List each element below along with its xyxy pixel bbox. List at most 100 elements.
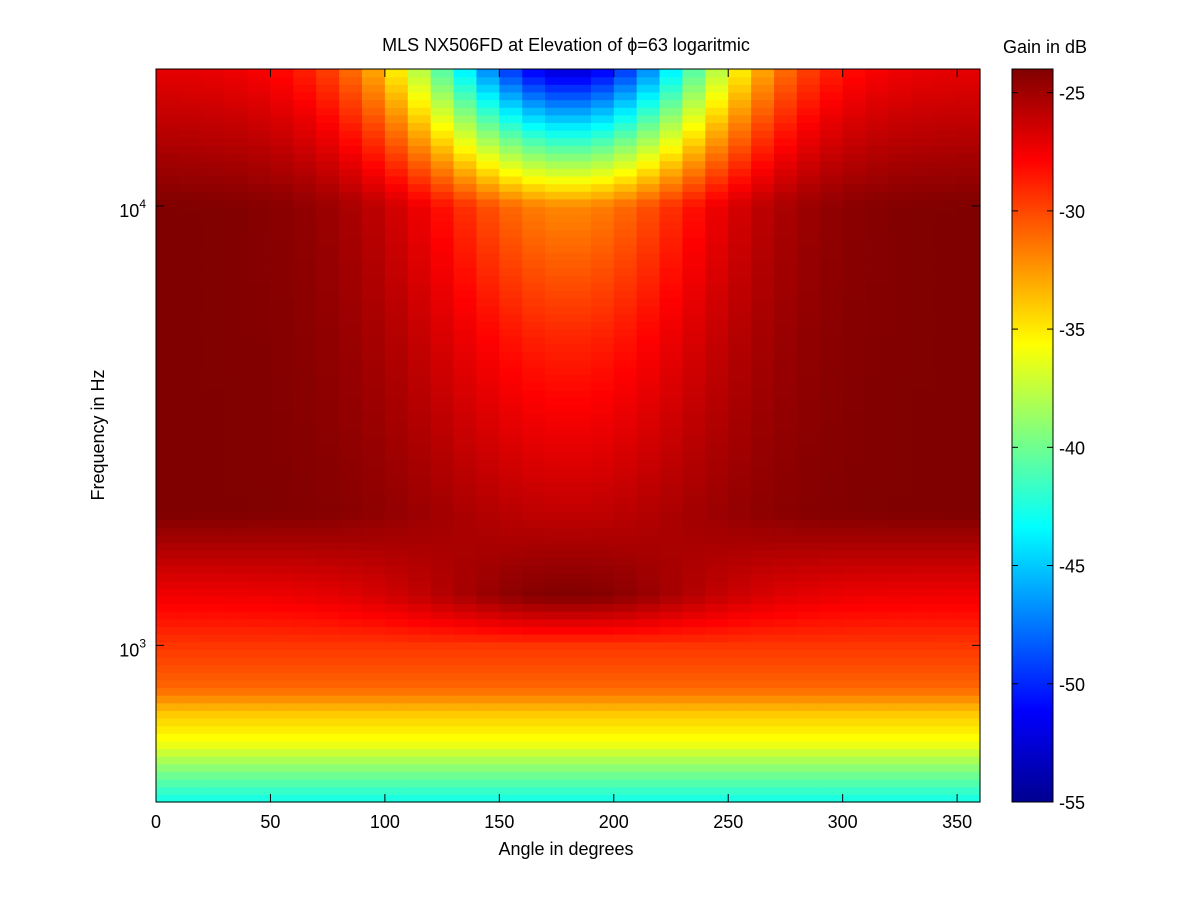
heatmap-cell: [568, 542, 592, 551]
heatmap-cell: [499, 466, 523, 475]
heatmap-cell: [522, 336, 546, 345]
heatmap-cell: [911, 374, 935, 383]
heatmap-cell: [293, 229, 317, 238]
heatmap-cell: [453, 527, 478, 536]
heatmap-cell: [682, 320, 706, 330]
heatmap-cell: [774, 679, 798, 689]
heatmap-cell: [407, 290, 432, 299]
heatmap-cell: [796, 336, 821, 345]
heatmap-cell: [636, 672, 661, 681]
heatmap-cell: [156, 404, 180, 414]
heatmap-cell: [728, 733, 752, 742]
heatmap-cell: [384, 588, 409, 597]
heatmap-cell: [957, 175, 981, 185]
heatmap-cell: [819, 427, 844, 437]
heatmap-cell: [362, 725, 386, 734]
heatmap-cell: [705, 786, 729, 795]
heatmap-cell: [865, 236, 890, 246]
heatmap-cell: [362, 84, 386, 93]
heatmap-cell: [201, 91, 226, 101]
heatmap-cell: [659, 664, 684, 673]
heatmap-cell: [568, 687, 592, 696]
heatmap-cell: [957, 473, 981, 482]
heatmap-cell: [156, 595, 180, 605]
heatmap-cell: [705, 763, 729, 773]
heatmap-cell: [590, 634, 615, 643]
heatmap-cell: [934, 137, 958, 146]
heatmap-cell: [270, 206, 294, 215]
heatmap-cell: [590, 588, 615, 597]
heatmap-cell: [728, 611, 752, 620]
heatmap-cell: [796, 687, 821, 696]
heatmap-cell: [362, 427, 386, 437]
heatmap-cell: [201, 641, 226, 650]
heatmap-cell: [384, 672, 409, 681]
heatmap-cell: [522, 626, 546, 635]
heatmap-cell: [957, 259, 981, 269]
heatmap-cell: [178, 366, 203, 376]
heatmap-cell: [751, 351, 775, 360]
heatmap-cell: [522, 740, 546, 750]
heatmap-cell: [499, 206, 523, 215]
heatmap-cell: [270, 733, 294, 742]
heatmap-cell: [865, 420, 890, 429]
heatmap-cell: [957, 733, 981, 742]
heatmap-cell: [201, 275, 226, 284]
heatmap-cell: [293, 282, 317, 292]
heatmap-cell: [636, 794, 661, 803]
heatmap-cell: [545, 679, 569, 689]
heatmap-cell: [476, 252, 500, 261]
heatmap-cell: [407, 343, 432, 353]
heatmap-cell: [270, 718, 294, 727]
heatmap-cell: [705, 702, 729, 711]
heatmap-cell: [659, 275, 684, 284]
heatmap-cell: [476, 565, 500, 574]
heatmap-cell: [362, 572, 386, 582]
heatmap-cell: [865, 259, 890, 269]
heatmap-cell: [934, 206, 958, 215]
heatmap-cell: [476, 107, 500, 116]
heatmap-cell: [568, 580, 592, 589]
heatmap-cell: [453, 267, 478, 276]
heatmap-cell: [774, 420, 798, 429]
heatmap-cell: [224, 435, 249, 444]
heatmap-cell: [774, 458, 798, 467]
heatmap-cell: [201, 649, 226, 658]
heatmap-cell: [590, 359, 615, 368]
heatmap-cell: [522, 351, 546, 360]
heatmap-cell: [613, 763, 638, 773]
heatmap-cell: [590, 69, 615, 78]
heatmap-cell: [613, 214, 638, 223]
heatmap-cell: [796, 771, 821, 780]
heatmap-cell: [728, 221, 752, 230]
heatmap-cell: [796, 435, 821, 444]
heatmap-cell: [774, 786, 798, 795]
heatmap-cell: [224, 145, 249, 154]
heatmap-cell: [957, 328, 981, 337]
heatmap-cell: [568, 191, 592, 200]
heatmap-cell: [545, 672, 569, 681]
heatmap-cell: [384, 611, 409, 620]
heatmap-cell: [545, 618, 569, 627]
heatmap-cell: [865, 305, 890, 314]
heatmap-cell: [476, 702, 500, 711]
heatmap-cell: [201, 718, 226, 727]
heatmap-cell: [888, 733, 912, 742]
heatmap-cell: [339, 580, 363, 589]
heatmap-cell: [201, 130, 226, 139]
heatmap-cell: [476, 404, 500, 414]
heatmap-cell: [384, 656, 409, 666]
heatmap-cell: [682, 214, 706, 223]
heatmap-cell: [430, 168, 455, 177]
heatmap-cell: [293, 76, 317, 85]
heatmap-cell: [774, 733, 798, 742]
heatmap-cell: [590, 229, 615, 238]
heatmap-cell: [568, 443, 592, 452]
heatmap-cell: [247, 565, 272, 574]
y-axis-label: Frequency in Hz: [88, 369, 108, 500]
heatmap-cell: [842, 779, 867, 788]
heatmap-cell: [476, 198, 500, 208]
heatmap-cell: [453, 626, 478, 635]
heatmap-cell: [499, 420, 523, 429]
heatmap-cell: [178, 473, 203, 482]
